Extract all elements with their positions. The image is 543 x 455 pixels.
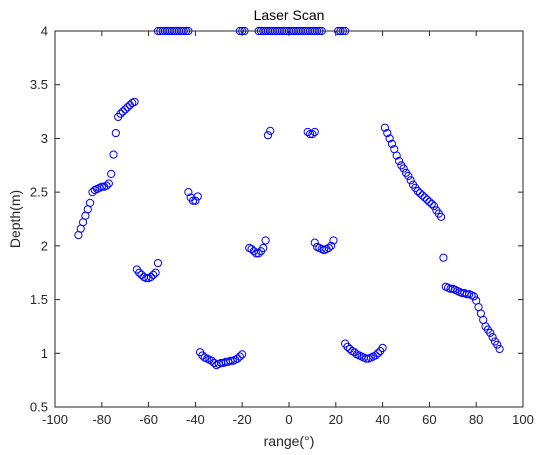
- x-axis-label: range(°): [264, 433, 315, 449]
- data-point: [429, 202, 439, 211]
- data-point: [102, 181, 111, 190]
- data-point: [123, 103, 132, 112]
- data-point: [385, 134, 394, 143]
- data-point: [415, 189, 425, 198]
- x-tick-label: 80: [469, 412, 483, 427]
- data-point: [404, 171, 413, 181]
- data-point: [184, 188, 193, 197]
- x-tick-label: -20: [233, 412, 252, 427]
- data-point: [109, 150, 118, 159]
- data-point: [121, 105, 130, 114]
- chart-title: Laser Scan: [254, 7, 325, 23]
- tick-layer: -100 -80 -60 -40 -20 0 20 40 60 80 100 0.5 1 1.5 2 2.5 3…: [30, 24, 534, 428]
- data-point: [437, 212, 446, 221]
- x-tick-label: -100: [42, 412, 68, 427]
- y-tick-label: 2: [41, 238, 48, 253]
- data-point: [259, 243, 268, 253]
- data-point: [380, 123, 390, 132]
- data-point: [151, 268, 160, 277]
- data-point: [399, 164, 408, 173]
- data-point: [191, 196, 200, 205]
- plot-area: [55, 31, 523, 407]
- y-tick-label: 3.5: [30, 77, 48, 92]
- data-point: [439, 253, 448, 262]
- x-tick-label: 40: [375, 412, 389, 427]
- x-tick-label: -40: [186, 412, 205, 427]
- data-point: [383, 128, 392, 138]
- data-point: [207, 356, 216, 365]
- data-point: [233, 354, 242, 363]
- data-point: [116, 109, 125, 118]
- data-point: [266, 126, 275, 136]
- data-point: [310, 127, 319, 137]
- data-point: [420, 193, 429, 202]
- data-point: [193, 192, 202, 201]
- data-point: [488, 333, 497, 342]
- data-point: [111, 128, 120, 138]
- x-tick-label: 20: [329, 412, 343, 427]
- data-point: [422, 195, 432, 204]
- data-point: [425, 197, 434, 206]
- data-point: [142, 273, 151, 283]
- x-tick-label: 60: [422, 412, 436, 427]
- data-point: [418, 191, 427, 200]
- data-point: [146, 272, 156, 282]
- data-point: [394, 156, 404, 166]
- data-point: [343, 342, 352, 351]
- y-tick-label: 1: [41, 346, 48, 361]
- data-point: [261, 236, 270, 245]
- data-point: [86, 198, 95, 207]
- data-point: [135, 268, 144, 277]
- data-point: [392, 151, 401, 160]
- data-point: [107, 169, 116, 178]
- data-point: [486, 328, 495, 337]
- x-tick-label: 100: [512, 412, 534, 427]
- data-point: [104, 179, 113, 188]
- data-point: [118, 107, 127, 116]
- data-point: [310, 238, 319, 247]
- data-point: [427, 199, 436, 209]
- data-point: [495, 344, 504, 354]
- data-point: [188, 196, 198, 205]
- data-point: [305, 130, 315, 139]
- y-tick-label: 4: [41, 24, 48, 39]
- y-tick-label: 3: [41, 131, 48, 146]
- y-tick-label: 0.5: [30, 400, 48, 415]
- data-point: [378, 343, 387, 353]
- data-point: [308, 130, 317, 139]
- data-point: [149, 270, 158, 279]
- y-tick-label: 2.5: [30, 185, 48, 200]
- data-point: [263, 131, 273, 140]
- data-point: [235, 352, 244, 361]
- x-tick-label: 0: [285, 412, 292, 427]
- data-point: [238, 350, 247, 359]
- data-point: [371, 351, 380, 360]
- data-point: [254, 249, 263, 258]
- data-point: [493, 340, 502, 349]
- y-axis-label: Depth(m): [7, 190, 23, 248]
- x-tick-label: -60: [139, 412, 158, 427]
- data-point: [413, 186, 422, 196]
- data-point: [130, 97, 139, 107]
- data-point: [247, 244, 256, 254]
- data-point: [97, 182, 106, 191]
- x-tick-label: -80: [92, 412, 111, 427]
- data-point: [324, 243, 333, 253]
- data-point: [373, 349, 383, 358]
- data-point: [329, 236, 338, 245]
- data-point: [327, 241, 336, 250]
- data-point: [252, 249, 261, 258]
- data-point: [387, 139, 397, 148]
- data-point: [469, 292, 478, 301]
- data-point: [153, 258, 163, 268]
- data-point: [406, 176, 415, 185]
- y-tick-label: 1.5: [30, 292, 48, 307]
